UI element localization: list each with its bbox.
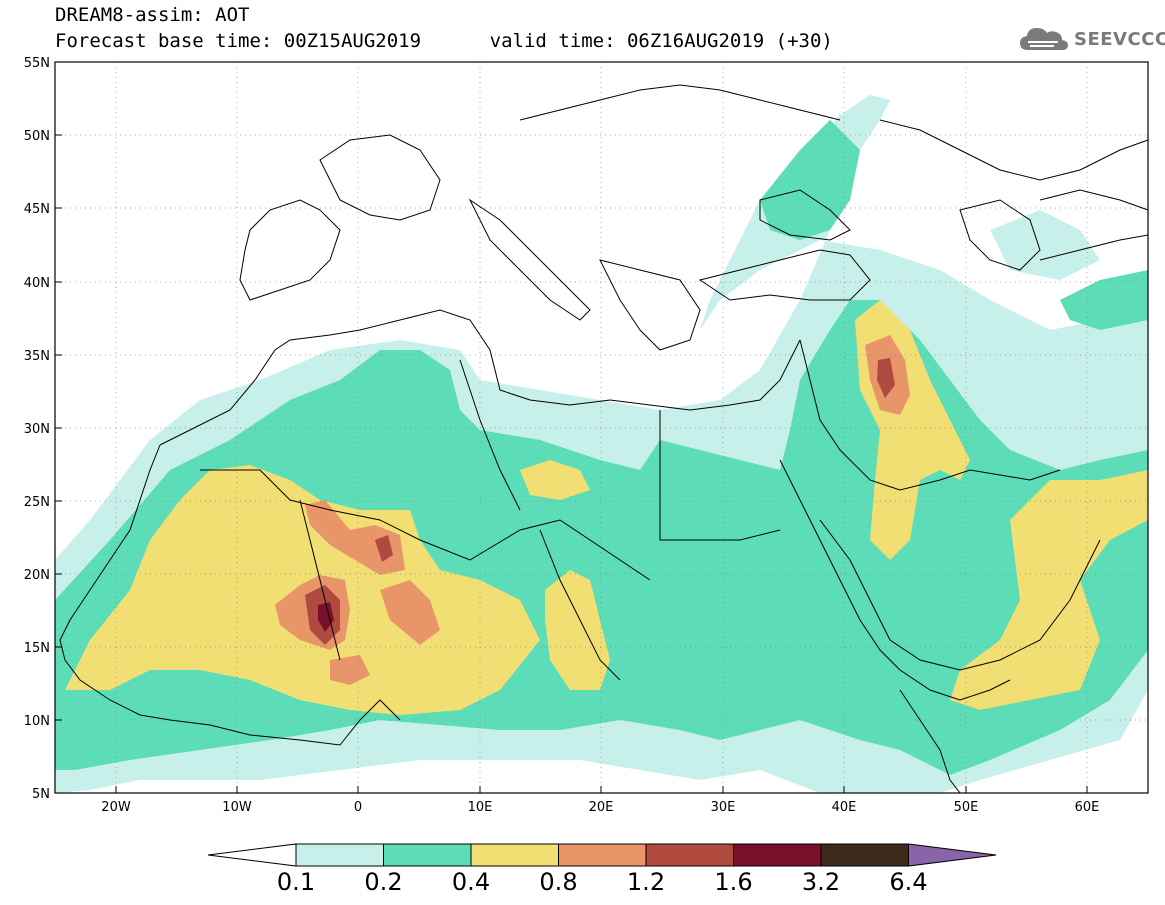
colorbar-label-5: 1.6 [714,868,753,896]
chart-title: DREAM8-assim: AOT [55,4,250,26]
colorbar-swatch-6 [820,843,909,867]
aot-0.1-region-gulf [1100,360,1148,460]
lon-label-30e: 30E [711,800,736,815]
aot-1.6-region-mali [318,602,334,632]
aot-0.4-region-libya [520,460,590,500]
lon-label-60e: 60E [1075,800,1100,815]
lon-label-0: 0 [354,800,362,815]
colorbar-high-arrow [908,843,997,867]
aot-fields [55,95,1148,793]
colorbar-label-6: 3.2 [801,868,841,896]
lat-label-5n: 5N [32,787,50,802]
logo-text: SEEVCCC [1074,28,1165,50]
colorbar-label-0: 0.1 [276,868,316,896]
aot-0.8-region-algeria [305,500,405,575]
colorbar-label-2: 0.4 [451,868,491,896]
aot-0.2-region-caucasus [760,120,860,240]
colorbar-label-4: 1.2 [626,868,666,896]
aot-0.1-region-north [990,210,1100,280]
colorbar-label-7: 6.4 [889,868,928,896]
lat-label-25n: 25N [24,495,50,510]
aot-1.2-region-iraq [877,358,895,398]
graticule [55,62,1148,793]
lat-label-35n: 35N [24,349,50,364]
longitude-labels: 20W 10W 0 10E 20E 30E 40E 50E 60E [101,800,1099,815]
aot-0.4-region-arabia [950,470,1148,710]
lon-label-10w: 10W [222,800,252,815]
colorbar-swatch-4 [645,843,734,867]
colorbar-swatch-5 [733,843,822,867]
lon-label-10e: 10E [468,800,493,815]
colorbar-swatch-2 [470,843,559,867]
colorbar-swatch-3 [558,843,647,867]
axis-ticks [55,61,1088,794]
lat-label-10n: 10N [24,714,50,729]
lat-label-30n: 30N [24,422,50,437]
lat-label-40n: 40N [24,276,50,291]
colorbar-swatch-1 [383,843,472,867]
colorbar-label-3: 0.8 [539,868,578,896]
cloud-icon [1020,28,1068,50]
latitude-labels: 55N 50N 45N 40N 35N 30N 25N 20N 15N 10N … [24,56,50,802]
aot-1.2-region-algeria [375,535,393,562]
lat-label-55n: 55N [24,56,50,71]
colorbar-swatch-0 [295,843,384,867]
lat-label-15n: 15N [24,641,50,656]
aot-0.4-region-sudan [545,570,610,690]
lon-label-40e: 40E [832,800,857,815]
aot-0.2-region-caspian [1060,270,1148,330]
coastlines [59,84,1148,793]
colorbar [207,843,997,867]
lon-label-20e: 20E [589,800,614,815]
seevccc-logo: SEEVCCC [1018,24,1165,54]
aot-0.8-region-nigeria [330,655,370,685]
forecast-time-line: Forecast base time: 00Z15AUG2019 valid t… [55,30,833,52]
lat-label-45n: 45N [24,202,50,217]
lon-label-50e: 50E [954,800,979,815]
aot-0.8-region-niger [380,580,440,645]
lat-label-50n: 50N [24,129,50,144]
lat-label-20n: 20N [24,568,50,583]
lon-label-20w: 20W [101,800,131,815]
colorbar-label-1: 0.2 [364,868,403,896]
colorbar-low-arrow [207,843,297,867]
